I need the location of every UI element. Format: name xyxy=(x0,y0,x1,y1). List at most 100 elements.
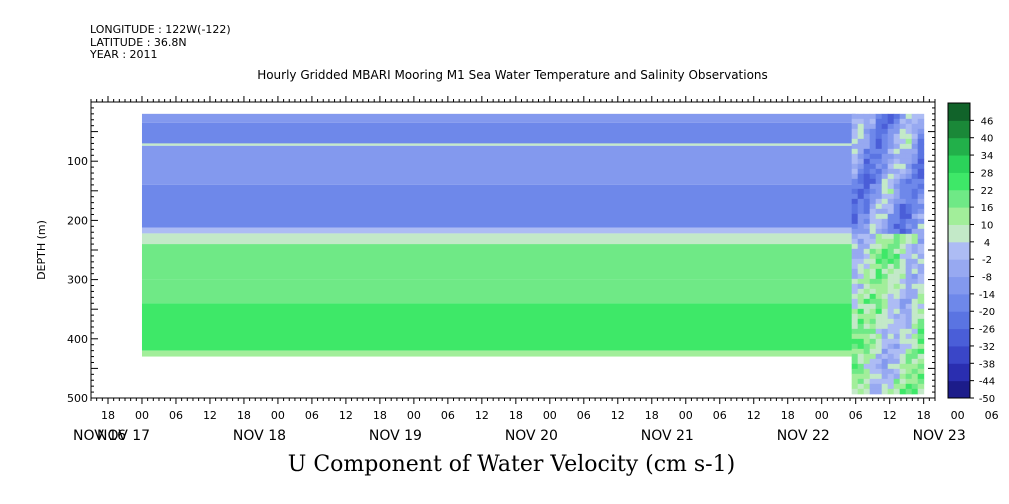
contour-cell xyxy=(863,193,871,200)
contour-cell xyxy=(875,208,883,215)
contour-cell xyxy=(863,143,871,150)
contour-cell xyxy=(893,158,901,165)
contour-cell xyxy=(887,158,895,165)
contour-cell xyxy=(881,313,889,320)
contour-cell xyxy=(875,383,883,390)
y-tick-label: 200 xyxy=(67,214,88,227)
contour-cell xyxy=(917,123,925,130)
contour-cell xyxy=(893,143,901,150)
contour-cell xyxy=(893,198,901,205)
contour-cell xyxy=(899,213,907,220)
contour-cell xyxy=(869,333,877,340)
contour-cell xyxy=(869,228,877,235)
contour-cell xyxy=(863,203,871,210)
contour-cell xyxy=(887,223,895,230)
contour-cell xyxy=(875,273,883,280)
contour-cell xyxy=(881,183,889,190)
contour-cell xyxy=(917,223,925,230)
contour-cell xyxy=(911,273,919,280)
contour-cell xyxy=(905,133,913,140)
contour-cell xyxy=(857,133,865,140)
contour-cell xyxy=(851,193,859,200)
contour-cell xyxy=(911,343,919,350)
contour-cell xyxy=(899,298,907,305)
contour-cell xyxy=(857,193,865,200)
x-hour-label: 00 xyxy=(815,409,829,422)
contour-cell xyxy=(905,323,913,330)
contour-cell xyxy=(893,173,901,180)
contour-cell xyxy=(893,138,901,145)
contour-cell xyxy=(863,288,871,295)
contour-cell xyxy=(857,258,865,265)
contour-cell xyxy=(893,268,901,275)
contour-cell xyxy=(899,263,907,270)
contour-cell xyxy=(887,253,895,260)
contour-cell xyxy=(869,253,877,260)
contour-cell xyxy=(899,358,907,365)
contour-cell xyxy=(875,263,883,270)
contour-cell xyxy=(893,113,901,120)
contour-cell xyxy=(893,133,901,140)
contour-cell xyxy=(851,118,859,125)
contour-cell xyxy=(881,193,889,200)
contour-cell xyxy=(875,228,883,235)
contour-cell xyxy=(875,203,883,210)
contour-cell xyxy=(893,238,901,245)
contour-cell xyxy=(875,213,883,220)
contour-cell xyxy=(893,348,901,355)
contour-cell xyxy=(911,238,919,245)
x-hour-label: 18 xyxy=(645,409,659,422)
contour-cell xyxy=(887,353,895,360)
contour-cell xyxy=(887,268,895,275)
contour-cell xyxy=(905,338,913,345)
x-day-label: NOV 17 xyxy=(97,428,150,444)
contour-cell xyxy=(899,303,907,310)
contour-cell xyxy=(887,358,895,365)
contour-cell xyxy=(899,338,907,345)
colorbar-label: -20 xyxy=(979,307,995,318)
contour-cell xyxy=(917,378,925,385)
x-hour-label: 06 xyxy=(577,409,591,422)
contour-cell xyxy=(911,128,919,135)
contour-cell xyxy=(869,338,877,345)
contour-cell xyxy=(905,303,913,310)
variable-title: U Component of Water Velocity (cm s-1) xyxy=(287,452,736,477)
contour-cell xyxy=(899,168,907,175)
contour-cell xyxy=(893,223,901,230)
contour-cell xyxy=(887,233,895,240)
x-hour-label: 00 xyxy=(271,409,285,422)
x-hour-label: 12 xyxy=(611,409,625,422)
contour-cell xyxy=(869,213,877,220)
contour-cell xyxy=(911,173,919,180)
contour-cell xyxy=(875,293,883,300)
contour-cell xyxy=(869,113,877,120)
contour-cell xyxy=(869,273,877,280)
contour-cell xyxy=(881,153,889,160)
contour-cell xyxy=(917,328,925,335)
contour-cell xyxy=(887,168,895,175)
contour-cell xyxy=(917,228,925,235)
contour-band xyxy=(141,227,856,234)
contour-cell xyxy=(875,303,883,310)
contour-cell xyxy=(899,203,907,210)
contour-cell xyxy=(911,203,919,210)
contour-cell xyxy=(893,163,901,170)
contour-cell xyxy=(899,138,907,145)
x-day-label: NOV 23 xyxy=(913,428,966,444)
contour-cell xyxy=(917,323,925,330)
contour-cell xyxy=(887,283,895,290)
contour-band xyxy=(141,303,856,351)
contour-cell xyxy=(881,243,889,250)
contour-cell xyxy=(857,278,865,285)
contour-cell xyxy=(863,353,871,360)
colorbar-swatch xyxy=(948,328,970,347)
contour-cell xyxy=(917,348,925,355)
contour-cell xyxy=(893,123,901,130)
contour-cell xyxy=(875,218,883,225)
colorbar-swatch xyxy=(948,241,970,260)
contour-cell xyxy=(911,213,919,220)
contour-cell xyxy=(899,178,907,185)
x-day-label: NOV 19 xyxy=(369,428,422,444)
contour-cell xyxy=(887,203,895,210)
contour-cell xyxy=(857,138,865,145)
